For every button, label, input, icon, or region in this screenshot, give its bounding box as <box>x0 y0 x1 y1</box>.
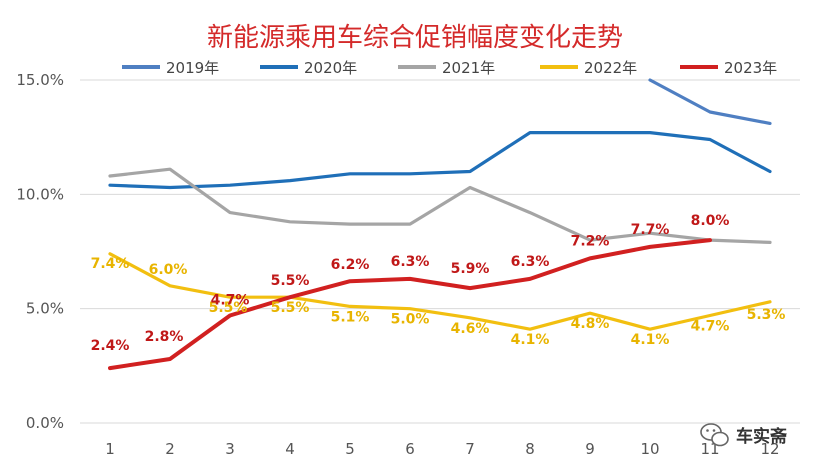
legend-label: 2020年 <box>304 59 357 77</box>
y-tick-label: 5.0% <box>26 300 64 318</box>
chart-title: 新能源乘用车综合促销幅度变化走势 <box>207 23 623 53</box>
data-label: 5.1% <box>331 309 370 325</box>
data-label: 6.3% <box>391 254 430 270</box>
data-label: 4.7% <box>691 319 730 335</box>
wechat-icon <box>700 423 729 447</box>
x-tick-label: 4 <box>285 440 295 458</box>
data-label: 5.5% <box>209 300 248 316</box>
x-tick-label: 6 <box>405 440 415 458</box>
legend: 2019年 2020年 2021年 2022年 2023年 <box>122 59 777 77</box>
x-tick-label: 5 <box>345 440 355 458</box>
data-label: 5.5% <box>271 300 310 316</box>
gridlines <box>80 79 800 424</box>
data-label: 4.7% <box>211 293 250 309</box>
x-tick-label: 3 <box>225 440 235 458</box>
data-label: 5.0% <box>391 312 430 328</box>
x-tick-label: 9 <box>585 440 595 458</box>
series-lines <box>108 78 772 371</box>
watermark-text: 车实斋 <box>736 426 788 447</box>
y-tick-label: 15.0% <box>16 71 64 89</box>
data-label: 7.2% <box>571 233 610 249</box>
x-tick-label: 1 <box>105 440 115 458</box>
legend-item: 2022年 <box>540 59 637 77</box>
x-tick-label: 10 <box>640 440 659 458</box>
legend-item: 2020年 <box>260 59 357 77</box>
data-labels: 7.4% 6.0% 5.5% 5.5% 5.1% 5.0% 4.6% 4.1% 4.8% 4.1%… <box>91 213 786 354</box>
data-label: 2.8% <box>145 329 184 345</box>
series-line <box>108 238 712 371</box>
legend-item: 2023年 <box>680 59 777 77</box>
watermark: 车实斋 <box>700 423 788 447</box>
x-tick-label: 8 <box>525 440 535 458</box>
legend-label: 2023年 <box>724 59 777 77</box>
data-label: 6.3% <box>511 254 550 270</box>
data-label: 6.0% <box>149 262 188 278</box>
legend-label: 2022年 <box>584 59 637 77</box>
data-label: 7.4% <box>91 256 130 272</box>
legend-label: 2021年 <box>442 59 495 77</box>
data-label: 8.0% <box>691 213 730 229</box>
x-tick-label: 12 <box>760 440 779 458</box>
data-label: 4.8% <box>571 316 610 332</box>
data-label: 5.9% <box>451 261 490 277</box>
data-label: 4.1% <box>511 332 550 348</box>
y-tick-label: 0.0% <box>26 414 64 432</box>
data-label: 6.2% <box>331 257 370 273</box>
data-label: 5.5% <box>271 273 310 289</box>
data-label: 4.6% <box>451 321 490 337</box>
x-tick-label: 7 <box>465 440 475 458</box>
data-label: 2.4% <box>91 338 130 354</box>
axes: 0.0%5.0%10.0%15.0%1 2 3 4 5 6 7 8 9 10 11 12 <box>16 71 779 458</box>
data-label: 4.1% <box>631 332 670 348</box>
series-line <box>648 78 772 125</box>
data-label: 7.7% <box>631 222 670 238</box>
legend-label: 2019年 <box>166 59 219 77</box>
y-tick-label: 10.0% <box>16 185 64 203</box>
x-tick-label: 2 <box>165 440 175 458</box>
series-line <box>108 131 772 190</box>
data-label: 5.3% <box>747 307 786 323</box>
series-line <box>108 167 772 244</box>
series-line <box>108 252 772 331</box>
legend-item: 2021年 <box>398 59 495 77</box>
legend-item: 2019年 <box>122 59 219 77</box>
